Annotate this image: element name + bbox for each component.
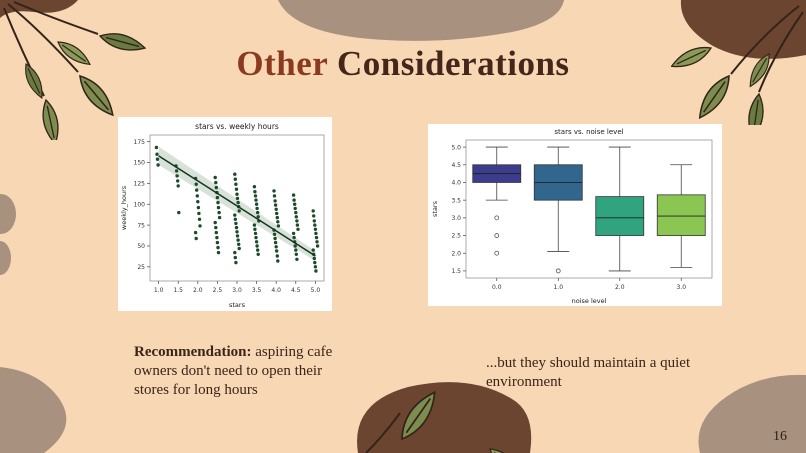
svg-text:5.0: 5.0 <box>451 144 461 151</box>
svg-text:3.0: 3.0 <box>676 284 686 291</box>
svg-text:4.0: 4.0 <box>451 180 461 187</box>
slide-title-rest: Considerations <box>327 44 570 83</box>
svg-text:75: 75 <box>137 222 145 229</box>
svg-text:1.0: 1.0 <box>154 287 164 294</box>
slide-title-accent: Other <box>236 44 328 83</box>
svg-text:2.0: 2.0 <box>193 287 203 294</box>
svg-text:noise level: noise level <box>572 297 607 305</box>
box-plot: stars vs. noise level 1.5 2.0 2.5 3.0 3.5 4.0 4… <box>431 128 713 305</box>
slide-title: Other Considerations <box>0 44 806 84</box>
scatter-chart-panel: stars vs. weekly hours 1.0 1.5 2.0 2.5 3.0 3.5… <box>118 117 332 311</box>
page-number: 16 <box>773 429 787 444</box>
svg-text:25: 25 <box>137 264 145 271</box>
svg-text:5.0: 5.0 <box>311 287 321 294</box>
svg-text:0.0: 0.0 <box>492 284 502 291</box>
caption-left-bold: Recommendation: <box>134 344 252 360</box>
svg-text:3.0: 3.0 <box>451 215 461 222</box>
svg-text:2.5: 2.5 <box>451 233 461 240</box>
svg-text:50: 50 <box>137 243 145 250</box>
svg-text:1.5: 1.5 <box>451 268 461 275</box>
svg-text:2.0: 2.0 <box>615 284 625 291</box>
svg-text:125: 125 <box>134 181 146 188</box>
svg-text:2.5: 2.5 <box>213 287 223 294</box>
svg-text:2.0: 2.0 <box>451 250 461 257</box>
scatter-chart: stars vs. weekly hours 1.0 1.5 2.0 2.5 3.0 3.5… <box>120 122 325 309</box>
svg-text:4.0: 4.0 <box>271 287 281 294</box>
blob-left-edge <box>0 194 16 275</box>
svg-text:100: 100 <box>134 201 146 208</box>
svg-text:stars vs. weekly hours: stars vs. weekly hours <box>195 122 279 131</box>
svg-text:stars vs. noise level: stars vs. noise level <box>554 128 623 136</box>
svg-text:weekly_hours: weekly_hours <box>120 185 128 230</box>
svg-text:1.5: 1.5 <box>173 287 183 294</box>
svg-text:3.5: 3.5 <box>451 197 461 204</box>
blob-bottom-left <box>0 367 67 453</box>
svg-text:3.0: 3.0 <box>232 287 242 294</box>
boxplot-panel: stars vs. noise level 1.5 2.0 2.5 3.0 3.5 4.0 4… <box>428 124 722 306</box>
svg-text:4.5: 4.5 <box>451 162 461 169</box>
svg-text:150: 150 <box>134 160 146 167</box>
svg-text:4.5: 4.5 <box>291 287 301 294</box>
svg-text:stars: stars <box>229 301 246 309</box>
caption-right: ...but they should maintain a quiet envi… <box>486 355 691 391</box>
svg-text:stars: stars <box>431 200 439 217</box>
blob-top-center <box>278 0 564 41</box>
caption-left-text: aspiring cafe owners don't need to open … <box>134 344 333 399</box>
caption-left: Recommendation: aspiring cafe owners don… <box>134 343 356 401</box>
svg-text:3.5: 3.5 <box>252 287 262 294</box>
svg-text:1.0: 1.0 <box>553 284 563 291</box>
svg-text:175: 175 <box>134 139 146 146</box>
